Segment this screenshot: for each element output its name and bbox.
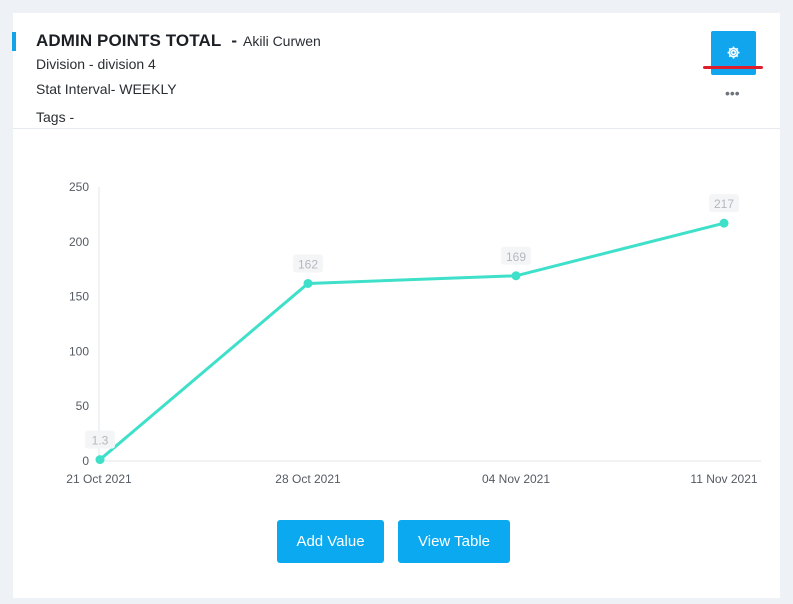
title-line: ADMIN POINTS TOTAL - Akili Curwen	[36, 31, 321, 51]
y-tick-label: 150	[69, 290, 89, 304]
y-tick-label: 50	[76, 399, 90, 413]
data-label: 162	[298, 257, 318, 271]
stat-interval-text: Stat Interval- WEEKLY	[36, 81, 177, 97]
data-label: 1.3	[92, 434, 109, 448]
series-line	[98, 221, 726, 462]
tags-text: Tags -	[36, 109, 75, 125]
stat-owner: Akili Curwen	[243, 33, 321, 49]
card-header: ADMIN POINTS TOTAL - Akili Curwen Division…	[12, 13, 780, 129]
more-horizontal-icon[interactable]: •••	[725, 85, 740, 101]
view-table-button[interactable]: View Table	[398, 520, 510, 563]
x-tick-label: 11 Nov 2021	[690, 472, 757, 486]
data-point	[95, 455, 105, 465]
accent-bar	[12, 32, 16, 51]
data-point	[511, 271, 521, 281]
red-underline-mark	[703, 66, 763, 69]
line-chart: 0 50 100 150 200 250 21 Oct 2021 28 Oct 2021 04 …	[66, 180, 761, 486]
x-tick-label: 04 Nov 2021	[482, 472, 550, 486]
y-tick-label: 250	[69, 180, 89, 194]
stat-title: ADMIN POINTS TOTAL	[36, 31, 222, 50]
data-label-bg	[293, 254, 323, 273]
y-tick-label: 0	[82, 454, 89, 468]
x-tick-label: 21 Oct 2021	[66, 472, 132, 486]
x-tick-label: 28 Oct 2021	[275, 472, 341, 486]
data-label-bg	[85, 430, 115, 449]
y-tick-label: 100	[69, 344, 89, 358]
data-label: 169	[506, 250, 526, 264]
title-separator: -	[231, 31, 238, 50]
data-label-bg	[501, 246, 531, 265]
gear-icon	[727, 46, 740, 59]
data-label-bg	[709, 194, 739, 213]
stat-card: ADMIN POINTS TOTAL - Akili Curwen Division…	[12, 13, 780, 598]
add-value-button[interactable]: Add Value	[277, 520, 384, 563]
data-label: 217	[714, 197, 734, 211]
y-tick-label: 200	[69, 235, 89, 249]
data-point	[303, 278, 313, 288]
data-point	[719, 218, 729, 228]
division-text: Division - division 4	[36, 56, 156, 72]
